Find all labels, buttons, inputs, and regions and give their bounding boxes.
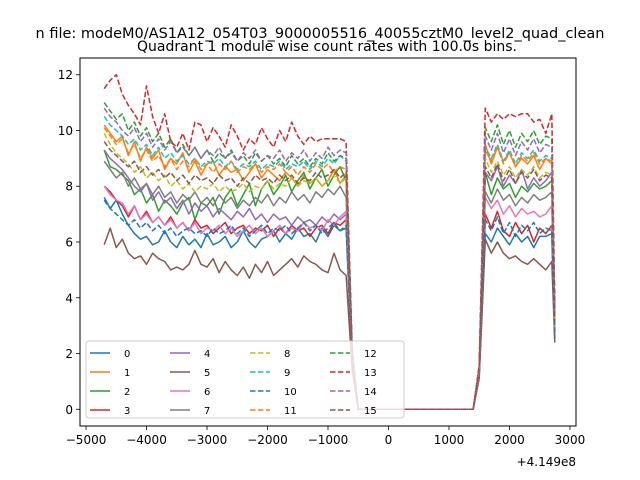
- y-tick-label: 6: [65, 236, 73, 250]
- legend-label-0: 0: [124, 349, 130, 360]
- legend-label-1: 1: [124, 368, 130, 379]
- legend-label-8: 8: [284, 349, 290, 360]
- legend-label-12: 12: [364, 349, 377, 360]
- series-line-12: [103, 102, 556, 411]
- series-line-0: [103, 197, 556, 411]
- legend-label-13: 13: [364, 368, 377, 379]
- legend-label-7: 7: [204, 406, 210, 417]
- series-line-1: [103, 124, 556, 411]
- figure-suptitle: n file: modeM0/AS1A12_054T03_9000005516_…: [36, 26, 605, 42]
- y-tick-label: 8: [65, 180, 73, 194]
- x-tick-label: −4000: [126, 433, 167, 447]
- x-tick-label: −5000: [66, 433, 107, 447]
- x-tick-label: −3000: [187, 433, 228, 447]
- legend-label-2: 2: [124, 387, 130, 398]
- chart-title: Quadrant 1 module wise count rates with …: [137, 39, 517, 55]
- y-tick-label: 4: [65, 291, 73, 305]
- y-tick-label: 0: [65, 403, 73, 417]
- legend-label-10: 10: [284, 387, 297, 398]
- series-line-14: [103, 107, 556, 411]
- series-line-11: [103, 127, 556, 411]
- y-axis: 0 2 4 6 8 10 12: [58, 68, 80, 417]
- legend-label-15: 15: [364, 406, 377, 417]
- legend-label-5: 5: [204, 368, 210, 379]
- series-line-5: [103, 227, 556, 411]
- x-tick-label: 1000: [434, 433, 465, 447]
- x-tick-label: 0: [385, 433, 393, 447]
- x-axis: −5000 −4000 −3000 −2000 −1000 0 1000 2000 3000: [66, 426, 585, 447]
- series-line-8: [103, 132, 556, 411]
- legend-label-14: 14: [364, 387, 377, 398]
- series-line-9: [103, 116, 556, 411]
- legend-label-6: 6: [204, 387, 210, 398]
- series-line-6: [103, 185, 556, 411]
- series-line-7: [103, 160, 556, 411]
- legend-label-9: 9: [284, 368, 290, 379]
- legend-frame: [85, 340, 405, 419]
- x-axis-offset-label: +4.149e8: [517, 455, 576, 469]
- x-tick-label: −1000: [308, 433, 349, 447]
- legend-label-3: 3: [124, 406, 130, 417]
- series-line-15: [103, 141, 556, 411]
- series-line-10: [103, 199, 556, 411]
- y-tick-label: 12: [58, 68, 73, 82]
- x-tick-label: −2000: [247, 433, 288, 447]
- x-tick-label: 2000: [494, 433, 525, 447]
- series-line-4: [103, 149, 556, 411]
- legend-label-11: 11: [284, 406, 297, 417]
- legend-label-4: 4: [204, 349, 210, 360]
- x-tick-label: 3000: [555, 433, 586, 447]
- series-layer: [103, 73, 556, 411]
- y-tick-label: 10: [58, 124, 73, 138]
- y-tick-label: 2: [65, 347, 73, 361]
- series-line-2: [103, 149, 556, 411]
- series-line-13: [103, 73, 556, 411]
